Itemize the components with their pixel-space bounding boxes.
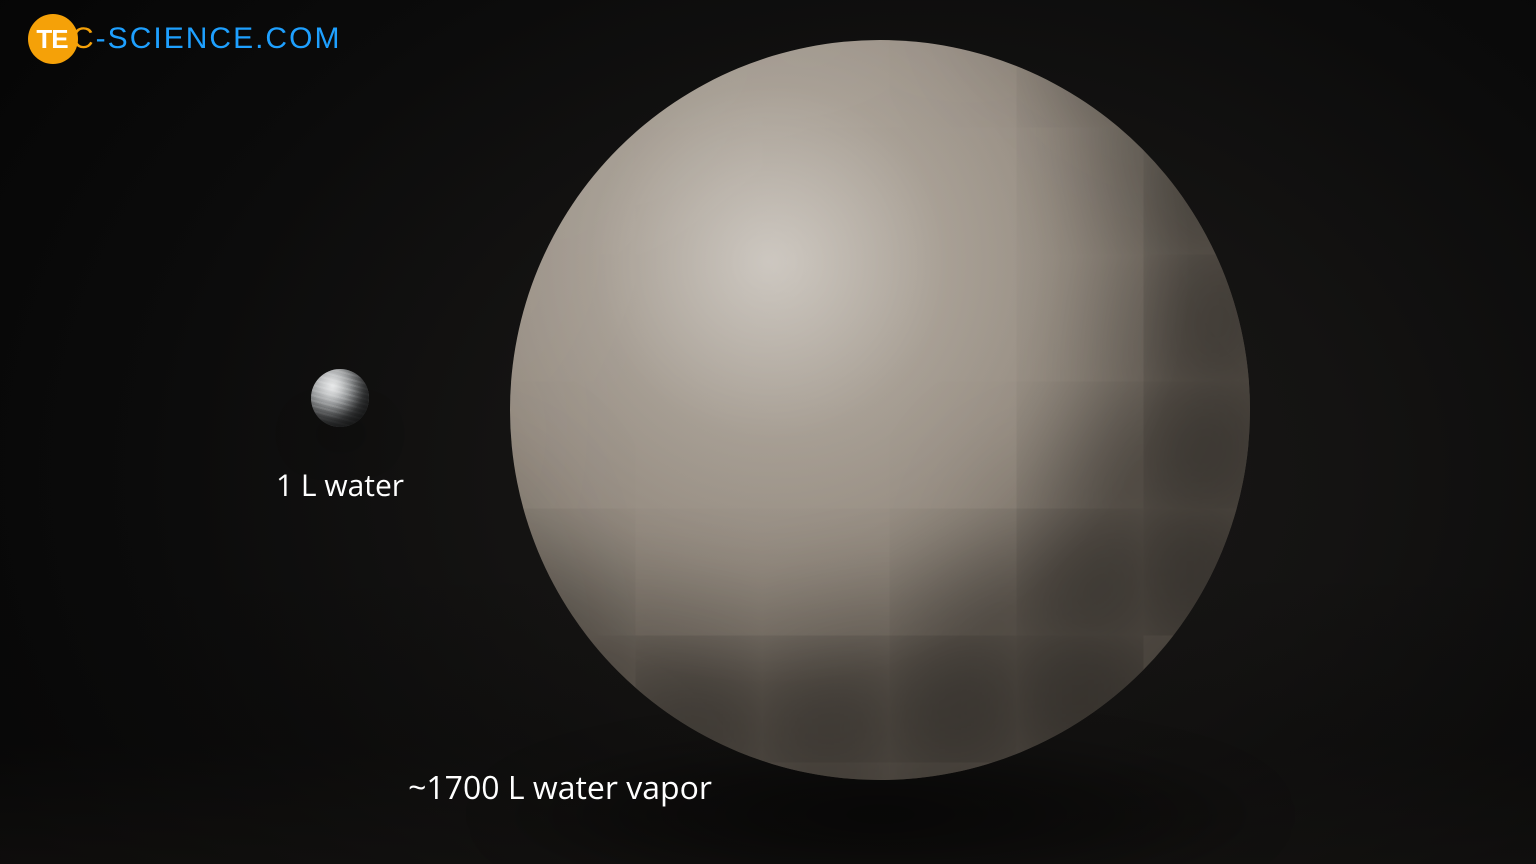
logo-glyph: E xyxy=(164,24,186,54)
water-sphere xyxy=(311,369,369,427)
logo-glyph: S xyxy=(108,24,130,54)
logo-glyph: - xyxy=(96,24,108,54)
logo-glyph: . xyxy=(255,24,265,54)
water-label: 1 L water xyxy=(276,464,404,505)
vapor-label: ~1700 L water vapor xyxy=(408,766,712,809)
vapor-sphere-highlight xyxy=(510,40,1250,780)
logo-circle: TE xyxy=(28,14,78,64)
logo-glyph: C xyxy=(130,24,154,54)
logo-glyph: C xyxy=(209,24,233,54)
water-sphere-highlight xyxy=(311,369,369,427)
vapor-sphere xyxy=(510,40,1250,780)
site-logo: TE C-SCIENCE.COM xyxy=(28,14,341,64)
diagram-stage: 1 L water ~1700 L water vapor TE C-SCIEN… xyxy=(0,0,1536,864)
logo-text: C-SCIENCE.COM xyxy=(72,24,341,54)
logo-glyph: I xyxy=(153,24,163,54)
logo-glyph: N xyxy=(186,24,210,54)
logo-glyph: E xyxy=(233,24,255,54)
logo-glyph: M xyxy=(314,24,341,54)
logo-te-text: TE xyxy=(36,24,67,55)
logo-glyph: O xyxy=(289,24,314,54)
logo-glyph: C xyxy=(265,24,289,54)
